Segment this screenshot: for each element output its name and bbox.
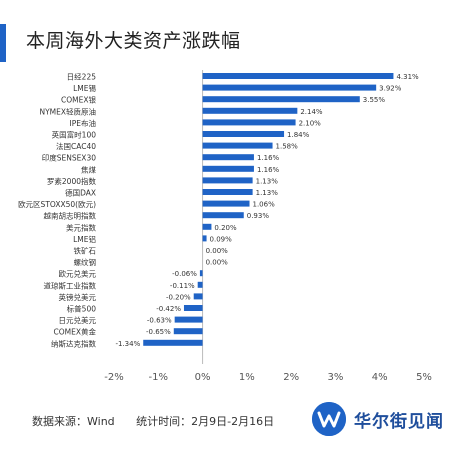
value-label: 1.58% (276, 143, 299, 151)
wallstreetcn-logo-icon (312, 402, 346, 436)
bar (202, 131, 285, 137)
title-accent-bar (0, 24, 6, 62)
value-label: -0.20% (166, 293, 191, 301)
category-label: LME铝 (73, 234, 96, 244)
value-label: 0.20% (214, 224, 237, 232)
x-tick-label: -1% (149, 372, 168, 383)
category-label: 罗素2000指数 (47, 176, 97, 186)
value-label: -0.42% (156, 305, 181, 313)
value-label: 2.14% (300, 108, 323, 116)
x-tick-label: 5% (416, 372, 432, 383)
x-tick-label: 2% (283, 372, 299, 383)
value-label: 0.09% (210, 235, 233, 243)
bar (202, 96, 360, 103)
value-label: 1.13% (256, 177, 279, 185)
bar (202, 119, 296, 126)
data-source: 数据来源：Wind (32, 415, 115, 428)
bar (202, 177, 253, 184)
bar (202, 212, 244, 219)
value-label: -0.63% (147, 317, 172, 325)
category-label: LME锡 (73, 84, 96, 93)
value-label: 0.00% (206, 259, 229, 267)
bar (143, 339, 203, 346)
category-label: 欧元区STOXX50(欧元) (18, 199, 96, 209)
value-label: 1.06% (253, 201, 276, 209)
footer: 数据来源：Wind 统计时间：2月9日-2月16日 (32, 413, 292, 429)
category-label: 铁矿石 (74, 246, 97, 256)
category-label: 美元指数 (66, 222, 96, 232)
stat-period: 统计时间：2月9日-2月16日 (136, 415, 275, 428)
bar (202, 84, 377, 91)
value-label: 1.16% (257, 166, 280, 174)
category-label: 道琼斯工业指数 (44, 280, 97, 290)
category-label: 螺纹钢 (74, 257, 97, 267)
value-label: 3.55% (363, 96, 386, 104)
x-tick-label: 0% (195, 372, 211, 383)
category-label: 标普500 (67, 304, 97, 314)
bar (202, 107, 298, 114)
category-label: IPE布油 (70, 118, 96, 128)
bar (193, 293, 203, 300)
bar (202, 142, 273, 149)
bar (183, 305, 203, 311)
category-label: 欧元兑美元 (59, 269, 97, 279)
category-label: 法国CAC40 (56, 141, 96, 151)
bar (202, 165, 254, 172)
brand-name: 华尔街见闻 (354, 411, 444, 432)
bar (197, 281, 203, 288)
value-label: 1.16% (257, 154, 280, 162)
category-label: 越南胡志明指数 (44, 211, 97, 221)
category-label: COMEX黄金 (54, 327, 97, 337)
page-title: 本周海外大类资产涨跌幅 (26, 30, 241, 52)
value-label: -0.65% (146, 328, 171, 336)
value-label: 4.31% (396, 73, 419, 81)
category-label: 英镑兑美元 (59, 292, 97, 302)
category-label: 日元兑美元 (59, 315, 97, 325)
bar (202, 189, 253, 195)
bar (202, 223, 212, 230)
value-label: -1.34% (115, 340, 140, 348)
category-label: 英国富时100 (52, 130, 97, 140)
bar (173, 328, 203, 335)
bar (199, 270, 203, 277)
category-label: 纳斯达克指数 (51, 338, 96, 348)
value-label: 0.93% (247, 212, 270, 220)
category-label: 德国DAX (65, 188, 96, 198)
value-label: 2.10% (299, 119, 322, 127)
category-label: NYMEX轻质原油 (39, 106, 96, 116)
category-label: 焦煤 (81, 164, 96, 174)
value-label: 0.00% (206, 247, 229, 255)
value-label: 1.13% (256, 189, 279, 197)
category-label: 日经225 (67, 72, 97, 82)
x-tick-label: 1% (239, 372, 255, 383)
value-label: -0.11% (170, 282, 195, 290)
brand-logo: 华尔街见闻 (312, 402, 444, 436)
x-tick-label: -2% (104, 372, 123, 383)
value-label: 1.84% (287, 131, 310, 139)
bar (202, 235, 207, 242)
x-tick-label: 4% (372, 372, 388, 383)
bar (202, 200, 250, 207)
bar (202, 154, 254, 161)
category-label: COMEX银 (61, 96, 96, 105)
bar-chart: 日经225 4.31% LME锡 3.92% COMEX银 3.55% NYMEX轻质原油 2… (18, 70, 432, 383)
bar (202, 73, 394, 79)
bar (174, 316, 203, 323)
value-label: -0.06% (172, 270, 197, 278)
category-label: 印度SENSEX30 (42, 153, 97, 163)
x-tick-label: 3% (327, 372, 343, 383)
value-label: 3.92% (379, 85, 402, 93)
